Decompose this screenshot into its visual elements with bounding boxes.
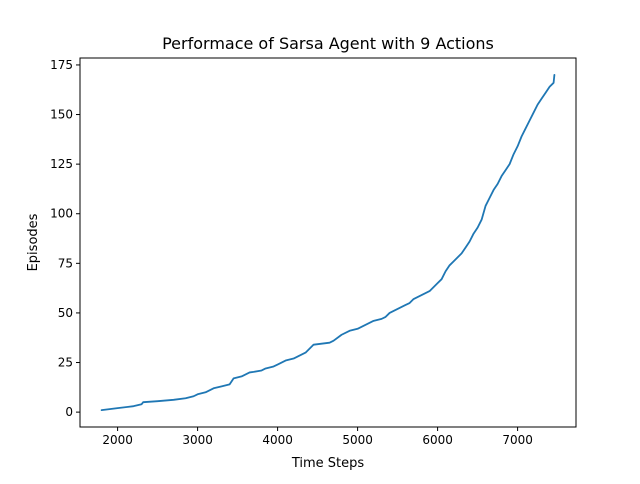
x-tick-label: 7000 (502, 433, 533, 447)
plot-area-background (80, 58, 576, 427)
y-tick-label: 50 (58, 306, 73, 320)
y-tick-label: 150 (50, 108, 73, 122)
y-tick-label: 75 (58, 256, 73, 270)
plot-frame (79, 57, 577, 428)
x-tick-label: 3000 (182, 433, 213, 447)
x-axis-ticks: 2000 3000 4000 5000 6000 7000 (102, 427, 533, 447)
x-tick-label: 5000 (342, 433, 373, 447)
chart-title: Performace of Sarsa Agent with 9 Actions (162, 34, 494, 53)
y-tick-label: 100 (50, 207, 73, 221)
y-tick-label: 125 (50, 157, 73, 171)
y-axis-label: Episodes (26, 213, 41, 271)
y-tick-label: 175 (50, 58, 73, 72)
x-axis-label: Time Steps (291, 456, 365, 471)
y-axis-ticks: 0 25 50 75 100 125 150 175 (50, 58, 80, 419)
x-tick-label: 4000 (262, 433, 293, 447)
series-line (100, 73, 556, 412)
plot-lines (100, 73, 556, 412)
x-tick-label: 2000 (102, 433, 133, 447)
y-tick-label: 25 (58, 356, 73, 370)
x-tick-label: 6000 (422, 433, 453, 447)
y-tick-label: 0 (65, 405, 73, 419)
